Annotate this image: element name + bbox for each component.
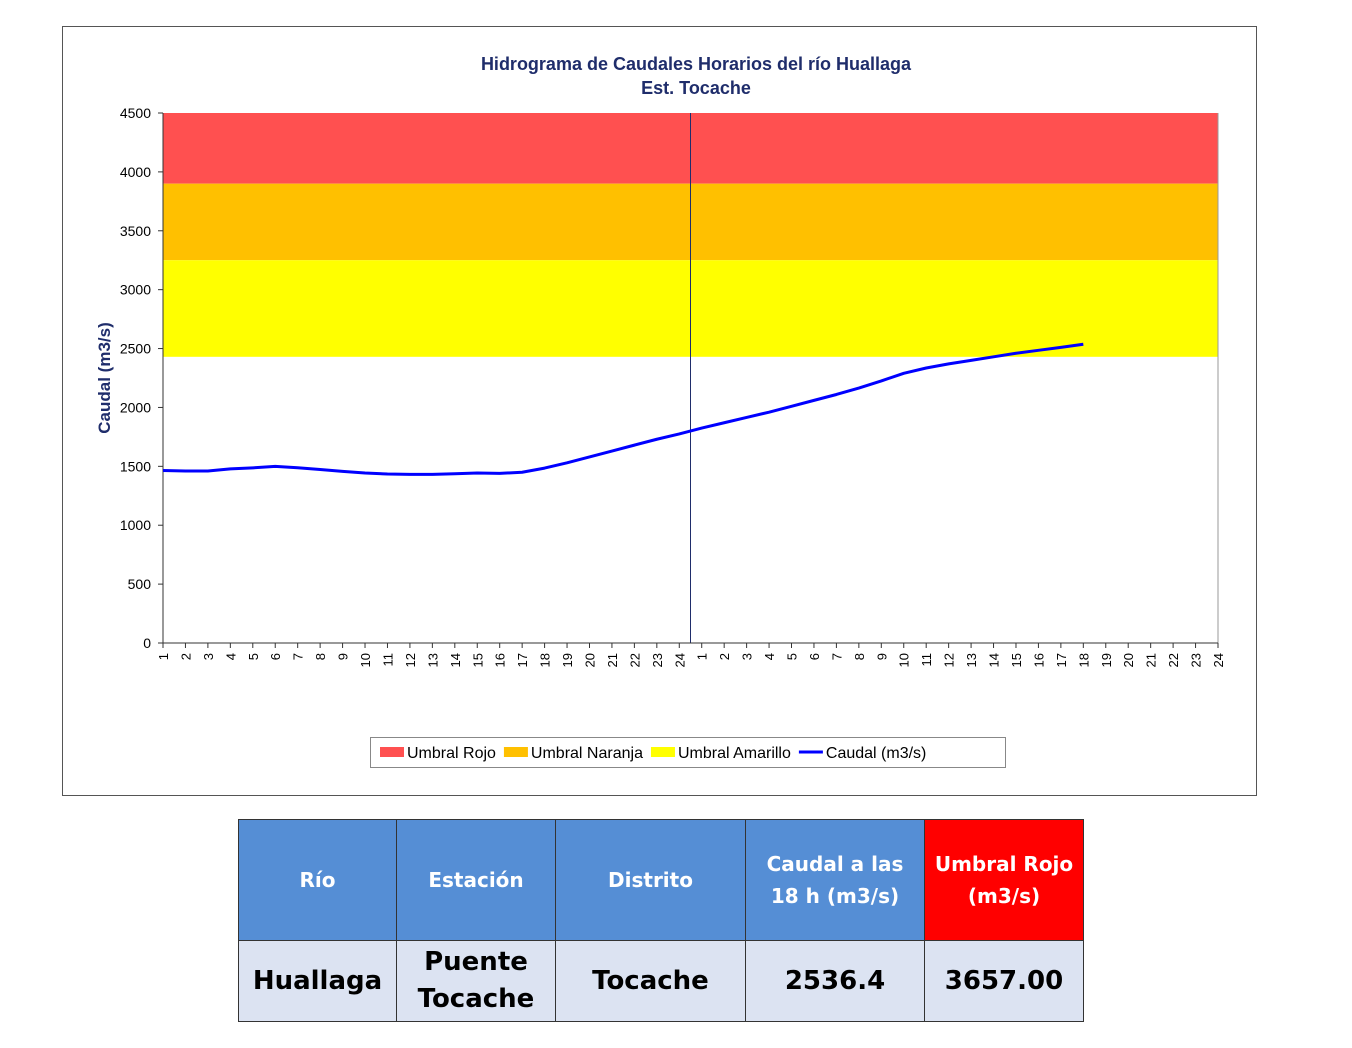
- x-tick-label: 6: [268, 653, 283, 660]
- x-tick-label: 7: [829, 653, 844, 660]
- x-tick-label: 20: [1121, 653, 1136, 667]
- x-tick-label: 23: [1189, 653, 1204, 667]
- x-tick-label: 9: [336, 653, 351, 660]
- x-tick-label: 9: [874, 653, 889, 660]
- x-tick-label: 8: [313, 653, 328, 660]
- x-tick-label: 5: [246, 653, 261, 660]
- legend-label: Umbral Naranja: [531, 745, 643, 762]
- y-tick-label: 2500: [120, 341, 151, 357]
- x-tick-label: 5: [785, 653, 800, 660]
- cell: 3657.00: [924, 940, 1084, 1022]
- x-tick-label: 10: [358, 653, 373, 667]
- x-tick-label: 16: [1031, 653, 1046, 667]
- chart: Hidrograma de Caudales Horarios del río …: [62, 26, 1257, 796]
- x-tick-label: 2: [178, 653, 193, 660]
- x-tick-label: 12: [403, 653, 418, 667]
- x-tick-label: 13: [425, 653, 440, 667]
- y-tick-label: 4500: [120, 105, 151, 121]
- x-tick-label: 22: [627, 653, 642, 667]
- legend-box: [370, 737, 1006, 768]
- header-cell: Estación: [396, 819, 556, 941]
- x-tick-label: 1: [695, 653, 710, 660]
- legend-swatch: [503, 747, 528, 757]
- x-tick-label: 8: [852, 653, 867, 660]
- header-cell: Río: [238, 819, 397, 941]
- y-tick-label: 3500: [120, 223, 151, 239]
- header-cell: Distrito: [555, 819, 746, 941]
- x-tick-label: 1: [156, 653, 171, 660]
- cell: Huallaga: [238, 940, 397, 1022]
- x-tick-label: 7: [291, 653, 306, 660]
- y-tick-label: 4000: [120, 164, 151, 180]
- legend-label: Caudal (m3/s): [826, 745, 926, 762]
- data-row: Huallaga Puente Tocache Tocache 2536.4 3…: [238, 940, 1084, 1022]
- x-tick-label: 19: [560, 653, 575, 667]
- x-tick-label: 12: [942, 653, 957, 667]
- x-tick-label: 21: [605, 653, 620, 667]
- x-tick-label: 21: [1144, 653, 1159, 667]
- x-tick-label: 16: [493, 653, 508, 667]
- legend-swatch: [380, 747, 404, 757]
- x-tick-label: 18: [538, 653, 553, 667]
- x-tick-label: 14: [987, 653, 1002, 667]
- header-cell: Caudal a las 18 h (m3/s): [745, 819, 925, 941]
- cell: Tocache: [555, 940, 746, 1022]
- y-tick-label: 500: [128, 576, 152, 592]
- x-tick-label: 2: [717, 653, 732, 660]
- legend-label: Umbral Amarillo: [678, 745, 791, 762]
- x-tick-label: 22: [1166, 653, 1181, 667]
- x-tick-label: 23: [650, 653, 665, 667]
- x-tick-label: 15: [1009, 653, 1024, 667]
- cell: 2536.4: [745, 940, 925, 1022]
- x-tick-label: 14: [448, 653, 463, 667]
- x-tick-label: 15: [470, 653, 485, 667]
- x-tick-label: 3: [740, 653, 755, 660]
- legend-label: Umbral Rojo: [407, 745, 496, 762]
- y-axis-label: Caudal (m3/s): [95, 322, 114, 433]
- header-cell: Umbral Rojo (m3/s): [924, 819, 1084, 941]
- x-tick-label: 20: [582, 653, 597, 667]
- y-tick-label: 1500: [120, 458, 151, 474]
- summary-table: Río Estación Distrito Caudal a las 18 h …: [238, 819, 1084, 1022]
- x-tick-label: 4: [762, 653, 777, 660]
- x-tick-label: 24: [1211, 653, 1226, 667]
- x-tick-label: 18: [1076, 653, 1091, 667]
- x-tick-label: 11: [919, 653, 934, 667]
- header-row: Río Estación Distrito Caudal a las 18 h …: [238, 819, 1084, 941]
- flow-line: [162, 342, 1084, 476]
- cell: Puente Tocache: [396, 940, 556, 1022]
- x-tick-label: 19: [1099, 653, 1114, 667]
- x-tick-label: 6: [807, 653, 822, 660]
- x-tick-label: 13: [964, 653, 979, 667]
- x-tick-label: 24: [672, 653, 687, 667]
- y-tick-label: 3000: [120, 282, 151, 298]
- x-tick-label: 11: [380, 653, 395, 667]
- y-tick-label: 2000: [120, 399, 151, 415]
- x-tick-label: 10: [897, 653, 912, 667]
- x-tick-label: 17: [515, 653, 530, 667]
- chart-subtitle: Est. Tocache: [641, 78, 751, 98]
- x-tick-label: 17: [1054, 653, 1069, 667]
- x-tick-label: 4: [223, 653, 238, 660]
- x-tick-label: 3: [201, 653, 216, 660]
- y-tick-label: 0: [143, 635, 151, 651]
- chart-title: Hidrograma de Caudales Horarios del río …: [481, 54, 912, 74]
- legend-swatch: [650, 747, 675, 757]
- y-tick-label: 1000: [120, 517, 151, 533]
